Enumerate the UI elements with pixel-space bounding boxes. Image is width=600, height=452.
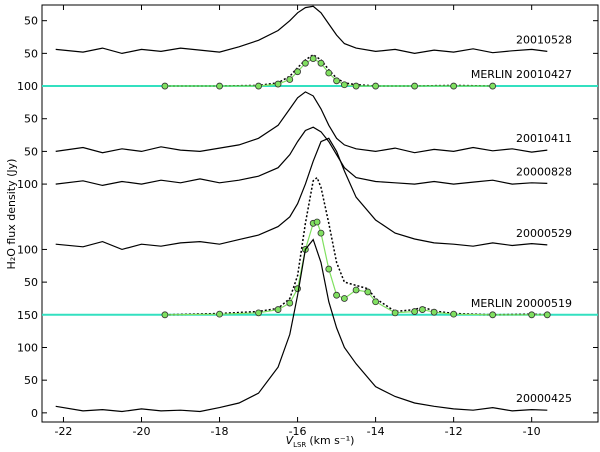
series-label: 20010411 bbox=[516, 132, 572, 145]
x-axis-subscript: LSR bbox=[293, 441, 306, 449]
series-label: 20000529 bbox=[516, 227, 572, 240]
series-label: MERLIN 20010427 bbox=[471, 68, 572, 81]
model-line bbox=[164, 176, 548, 316]
spot bbox=[216, 310, 223, 318]
spot bbox=[309, 55, 317, 62]
x-axis-unit: (km s⁻¹) bbox=[309, 434, 354, 447]
spot bbox=[450, 82, 458, 90]
spot bbox=[411, 308, 419, 315]
spot bbox=[430, 308, 438, 316]
spot bbox=[216, 82, 223, 90]
spot bbox=[411, 82, 419, 90]
spot bbox=[255, 82, 262, 90]
y-tick-label: 100 bbox=[17, 243, 38, 256]
x-tick-label: -20 bbox=[133, 425, 151, 438]
spot bbox=[333, 77, 340, 85]
spot bbox=[286, 299, 294, 307]
y-tick-label: 0 bbox=[31, 407, 38, 420]
spot bbox=[372, 298, 380, 306]
spot bbox=[317, 59, 325, 67]
spot bbox=[450, 310, 458, 318]
spot bbox=[489, 82, 497, 90]
spectrum bbox=[55, 5, 548, 55]
series-label: 20000425 bbox=[516, 392, 572, 405]
spectrum bbox=[55, 126, 548, 187]
spot bbox=[340, 81, 348, 89]
y-axis-label: H₂O flux density (Jy) bbox=[5, 159, 18, 270]
x-tick-label: -18 bbox=[211, 425, 229, 438]
spot bbox=[352, 82, 360, 90]
spot bbox=[325, 265, 333, 273]
series-label: 20000828 bbox=[516, 165, 572, 178]
y-tick-label: 150 bbox=[17, 309, 38, 322]
spot bbox=[294, 68, 301, 76]
y-tick-label: 50 bbox=[24, 47, 38, 60]
spectrum bbox=[55, 238, 548, 413]
y-tick-label: 100 bbox=[17, 341, 38, 354]
plot-frame bbox=[41, 4, 599, 423]
spot bbox=[340, 295, 348, 302]
series-label: 20010528 bbox=[516, 33, 572, 46]
y-tick-label: 50 bbox=[24, 113, 38, 126]
spot bbox=[317, 229, 325, 237]
y-tick-label: 50 bbox=[24, 374, 38, 387]
spot bbox=[161, 311, 169, 319]
y-tick-label: 50 bbox=[24, 145, 38, 158]
x-tick-label: -16 bbox=[289, 425, 307, 438]
spot bbox=[313, 218, 321, 226]
y-tick-label: 100 bbox=[17, 80, 38, 93]
spot bbox=[352, 286, 360, 294]
spot bbox=[543, 311, 551, 319]
x-tick-label: -14 bbox=[367, 425, 385, 438]
x-tick-label: -12 bbox=[445, 425, 463, 438]
spot bbox=[286, 76, 294, 83]
spot bbox=[372, 82, 380, 90]
spot bbox=[364, 288, 372, 296]
spot bbox=[333, 291, 340, 299]
x-axis-label: VLSR (km s⁻¹) bbox=[286, 434, 355, 449]
spot bbox=[274, 80, 282, 88]
spot bbox=[528, 311, 536, 319]
spot bbox=[391, 309, 399, 317]
y-tick-label: 100 bbox=[17, 178, 38, 191]
x-tick-label: -22 bbox=[54, 425, 72, 438]
spot bbox=[325, 69, 333, 77]
spot bbox=[255, 309, 262, 317]
x-axis-symbol: V bbox=[286, 434, 295, 447]
y-tick-label: 50 bbox=[24, 15, 38, 28]
y-tick-label: 50 bbox=[24, 276, 38, 289]
series-label: MERLIN 20000519 bbox=[471, 297, 572, 310]
spot bbox=[274, 306, 282, 313]
spot bbox=[301, 59, 309, 67]
spot bbox=[489, 311, 497, 319]
spectrum bbox=[55, 91, 548, 154]
spot bbox=[419, 306, 426, 313]
x-tick-label: -10 bbox=[523, 425, 541, 438]
spectrum bbox=[55, 137, 548, 251]
spot bbox=[161, 82, 169, 90]
